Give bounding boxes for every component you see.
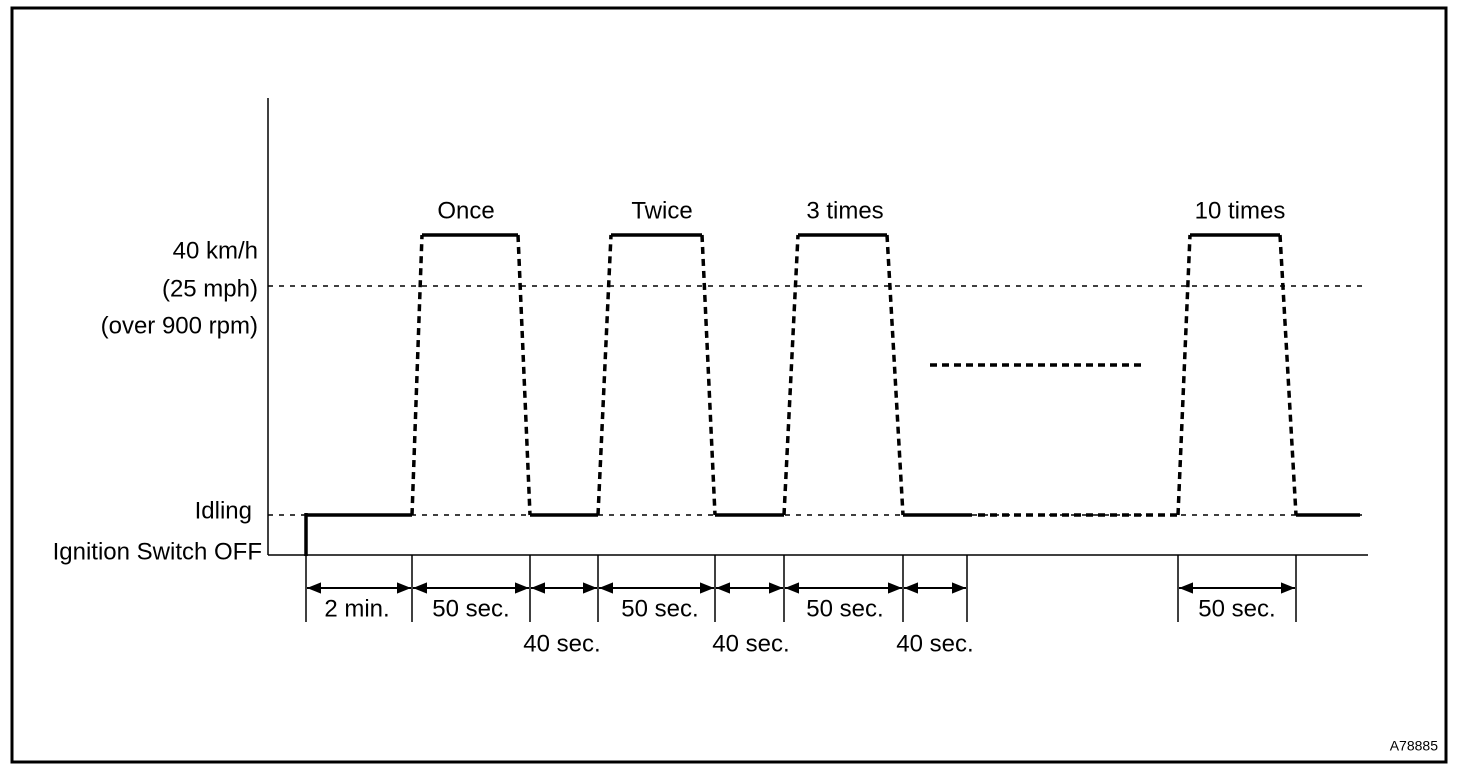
timing-ticks xyxy=(305,555,1297,622)
duration-label: 50 sec. xyxy=(621,595,698,622)
figure-id: A78885 xyxy=(1390,738,1438,754)
duration-label: 40 sec. xyxy=(712,630,789,657)
duration-label: 40 sec. xyxy=(523,630,600,657)
duration-label: 50 sec. xyxy=(806,595,883,622)
speed-label: (25 mph) xyxy=(162,275,258,302)
speed-label: (over 900 rpm) xyxy=(101,312,258,339)
cycle-label: 3 times xyxy=(806,197,883,224)
duration-label: 50 sec. xyxy=(432,595,509,622)
duration-label: 40 sec. xyxy=(896,630,973,657)
speed-profile xyxy=(304,233,1360,556)
idling-label: Idling xyxy=(195,497,252,524)
duration-label: 50 sec. xyxy=(1198,595,1275,622)
speed-label: 40 km/h xyxy=(173,237,258,264)
axes xyxy=(267,98,1368,556)
cycle-label: 10 times xyxy=(1195,197,1286,224)
frame xyxy=(10,6,1448,764)
cycle-label: Once xyxy=(437,197,494,224)
ignition-label: Ignition Switch OFF xyxy=(53,538,262,565)
duration-label: 2 min. xyxy=(324,595,389,622)
cycle-label: Twice xyxy=(631,197,692,224)
